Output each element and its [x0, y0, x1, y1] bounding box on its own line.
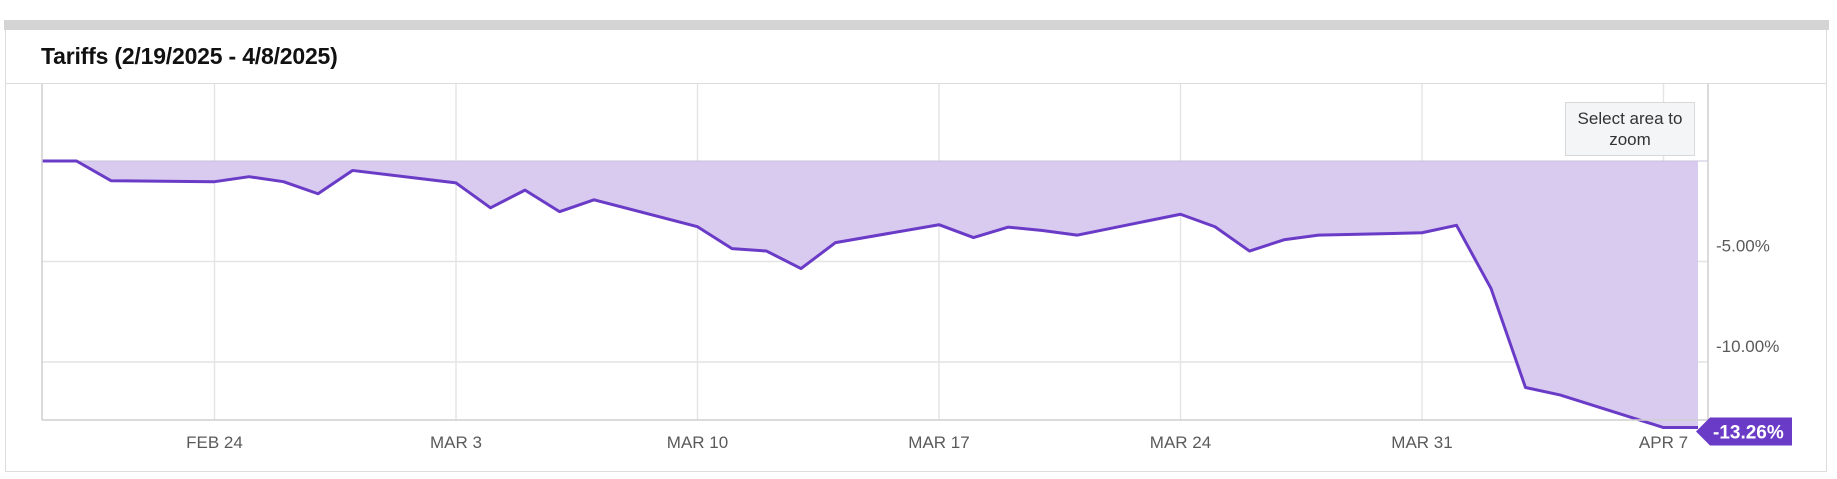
x-tick-label: FEB 24: [186, 433, 243, 452]
title-divider: [5, 83, 1827, 84]
chart-title: Tariffs (2/19/2025 - 4/8/2025): [41, 43, 338, 69]
top-accent-bar: [4, 20, 1829, 30]
x-axis-ticks: FEB 24 MAR 3 MAR 10 MAR 17 MAR 24 MAR 31 APR 7: [186, 433, 1688, 452]
plot-frame: [41, 84, 1709, 421]
y-tick-label: -10.00%: [1716, 337, 1779, 356]
last-value-badge-shape: [1696, 417, 1792, 446]
last-value-badge: -13.26%: [1696, 417, 1792, 446]
x-tick-label: APR 7: [1639, 433, 1688, 452]
series-area-fill: [42, 161, 1698, 428]
x-tick-label: MAR 3: [430, 433, 482, 452]
x-tick-label: MAR 17: [908, 433, 969, 452]
x-tick-label: MAR 31: [1391, 433, 1452, 452]
y-axis-ticks: -5.00% -10.00%: [1716, 237, 1779, 357]
x-tick-label: MAR 10: [667, 433, 728, 452]
series-line: [42, 159, 1698, 430]
y-tick-label: -5.00%: [1716, 237, 1770, 256]
x-tick-label: MAR 24: [1150, 433, 1211, 452]
grid-lines: [42, 84, 1708, 420]
last-value-label: -13.26%: [1713, 423, 1784, 444]
select-area-to-zoom-hint[interactable]: Select area to zoom: [1565, 102, 1695, 156]
